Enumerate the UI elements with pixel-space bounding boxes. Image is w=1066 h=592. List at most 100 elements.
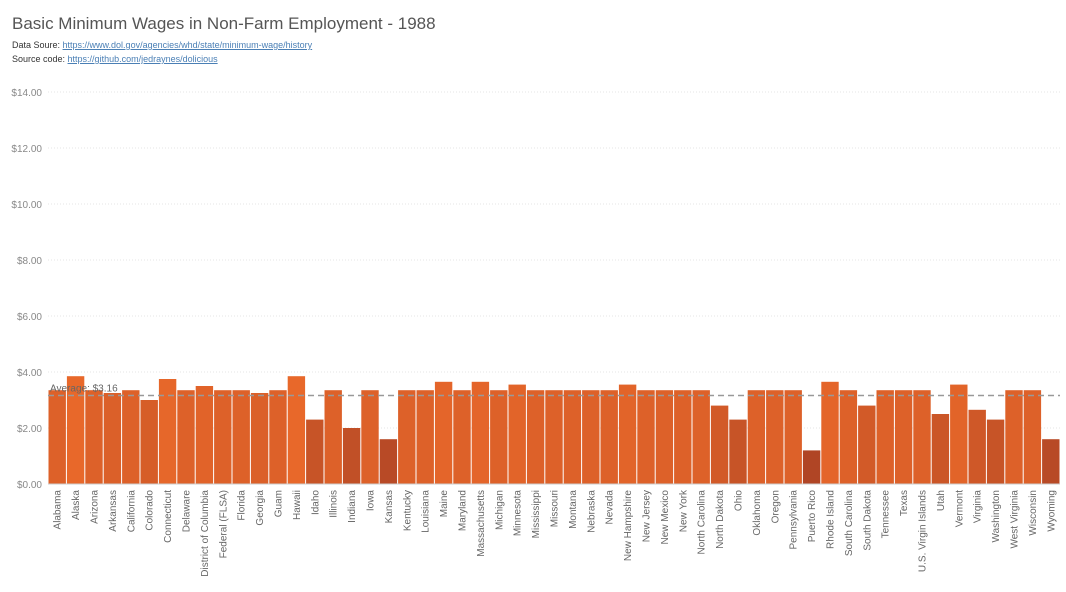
source-code-prefix: Source code: [12,54,68,64]
bar [545,390,563,484]
bar [858,405,876,484]
bar [563,390,582,484]
bar [158,379,177,484]
bar [766,390,784,484]
bar [342,428,361,484]
y-tick-label: $2.00 [17,424,42,435]
bar [894,390,913,484]
bar [710,405,729,484]
x-tick-label: Alabama [53,490,64,530]
bar [1005,390,1023,484]
chart-title: Basic Minimum Wages in Non-Farm Employme… [12,14,436,33]
y-tick-label: $12.00 [11,144,42,155]
bar [306,419,324,484]
x-tick-label: Puerto Rico [807,490,818,543]
bar [471,381,490,484]
x-tick-label: North Dakota [715,490,726,549]
bar [692,390,710,484]
x-tick-label: Missouri [550,490,561,527]
y-tick-label: $6.00 [17,312,42,323]
bar [85,390,103,484]
x-tick-label: Wisconsin [1028,490,1039,536]
x-tick-label: Virginia [973,490,984,524]
bar [655,390,674,484]
x-tick-label: Illinois [329,490,340,518]
x-tick-label: Tennessee [881,490,892,539]
data-source-prefix: Data Soure: [12,40,63,50]
x-tick-label: Nevada [605,490,616,525]
x-tick-label: Hawaii [292,490,303,520]
bar [195,386,214,484]
source-code-link[interactable]: https://github.com/jedraynes/dolicious [67,54,218,64]
x-tick-label: Oklahoma [752,490,763,536]
x-tick-label: Arkansas [108,490,119,532]
bar [508,384,526,484]
x-tick-label: Rhode Island [826,490,837,549]
bar [122,390,140,484]
bar [490,390,508,484]
x-tick-label: Pennsylvania [789,490,800,550]
y-tick-label: $10.00 [11,200,42,211]
bar [802,450,821,484]
x-tick-label: Montana [568,490,579,529]
bar [48,390,66,484]
bar [986,419,1005,484]
y-tick-label: $14.00 [11,88,42,99]
x-tick-label: Iowa [366,490,377,512]
bar [324,390,342,484]
x-tick-label: Nebraska [586,490,597,533]
x-tick-label: New York [678,489,689,532]
x-tick-label: California [126,490,137,533]
average-label: Average: $3.16 [50,384,118,395]
x-tick-label: Maryland [458,490,469,531]
bar [876,390,894,484]
bar [600,390,618,484]
x-tick-label: New Hampshire [623,490,634,562]
x-tick-label: Delaware [182,490,193,533]
data-source-link[interactable]: https://www.dol.gov/agencies/whd/state/m… [62,40,313,50]
source-code-line: Source code: https://github.com/jedrayne… [12,54,218,64]
x-tick-label: New Jersey [642,490,653,542]
x-tick-label: Michigan [494,490,505,530]
x-tick-label: North Carolina [697,490,708,555]
bar [250,393,269,484]
bar [913,390,931,484]
x-tick-label: Idaho [310,490,321,515]
x-tick-label: Oregon [770,490,781,523]
x-tick-label: Federal (FLSA) [218,490,229,558]
bar [379,439,398,484]
x-tick-label: New Mexico [660,490,671,545]
x-tick-label: U.S. Virgin Islands [918,490,929,572]
x-tick-label: Indiana [347,490,358,523]
x-tick-label: Florida [237,490,248,521]
bar [637,390,655,484]
y-tick-label: $8.00 [17,256,42,267]
x-tick-label: District of Columbia [200,490,211,577]
x-tick-label: Kentucky [402,490,413,531]
bar [839,390,858,484]
x-tick-label: Massachusetts [476,490,487,557]
bar [269,390,287,484]
x-tick-label: South Carolina [844,490,855,557]
x-tick-label: Louisiana [421,490,432,533]
bar [103,393,122,484]
bar [526,390,545,484]
x-tick-label: Colorado [145,490,156,531]
x-tick-label: Maine [439,490,450,518]
data-source-line: Data Soure: https://www.dol.gov/agencies… [12,40,312,50]
x-tick-label: Utah [936,490,947,511]
x-tick-label: Georgia [255,490,266,526]
x-tick-label: South Dakota [862,490,873,551]
bar [618,384,637,484]
bar [232,390,250,484]
bar [729,419,747,484]
bar [1023,390,1042,484]
bar [398,390,416,484]
x-tick-label: West Virginia [1010,490,1021,549]
bar [950,384,968,484]
bar [968,409,986,484]
y-tick-label: $4.00 [17,368,42,379]
x-tick-label: Texas [899,490,910,516]
bar [287,376,306,484]
x-tick-label: Connecticut [163,490,174,543]
